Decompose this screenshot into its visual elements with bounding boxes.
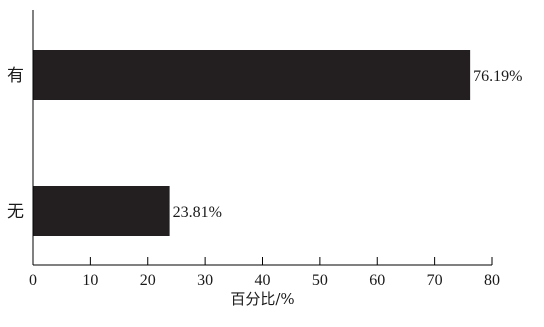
x-tick-label-8: 80 (484, 272, 500, 289)
bar-1 (33, 186, 170, 236)
x-tick-label-3: 30 (197, 272, 213, 289)
x-tick-label-6: 60 (369, 272, 385, 289)
x-tick-label-2: 20 (140, 272, 156, 289)
bar-0 (33, 50, 471, 100)
category-labels: 有无 (7, 66, 24, 222)
bars (33, 50, 471, 236)
x-axis-ticks: 0 10 20 30 40 50 60 70 80 (29, 257, 500, 289)
x-axis-title: 百分比/% (230, 290, 294, 308)
data-labels: 76.19% 23.81% (173, 68, 523, 221)
x-tick-label-1: 10 (82, 272, 98, 289)
x-tick-label-0: 0 (29, 272, 37, 289)
x-tick-label-4: 40 (255, 272, 271, 289)
category-label-1: 无 (7, 202, 24, 222)
x-tick-label-7: 70 (427, 272, 443, 289)
data-label-0: 76.19% (473, 68, 522, 85)
data-label-1: 23.81% (173, 204, 222, 221)
x-tick-label-5: 50 (312, 272, 328, 289)
category-label-0: 有 (7, 66, 24, 86)
